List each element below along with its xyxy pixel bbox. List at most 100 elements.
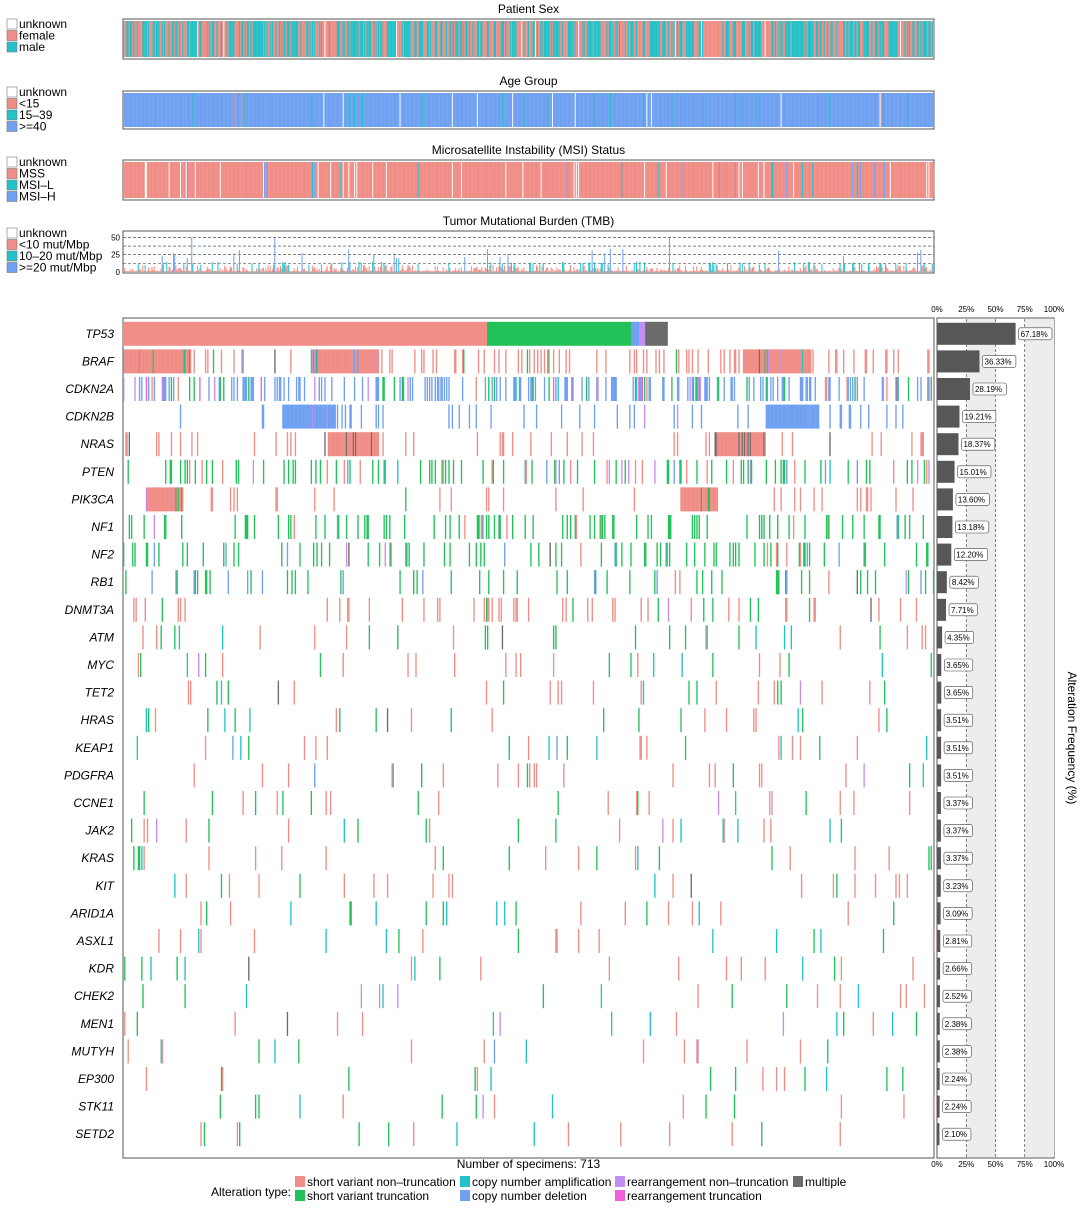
- freq-label: 2.38%: [945, 1020, 968, 1029]
- oncoprint-cell: [206, 570, 208, 595]
- oncoprint-cell: [880, 432, 882, 457]
- track-cell: [134, 162, 136, 198]
- freq-bar: [937, 543, 952, 566]
- track-cell: [770, 21, 772, 57]
- oncoprint-cell: [706, 515, 708, 539]
- track-cell: [717, 162, 720, 198]
- track-cell: [883, 21, 886, 57]
- oncoprint-cell: [635, 349, 638, 374]
- oncoprint-cell: [235, 459, 237, 484]
- track-cell: [657, 93, 659, 127]
- oncoprint-cell: [499, 377, 501, 401]
- track-cell: [679, 162, 681, 198]
- tmb-bar: [856, 271, 858, 272]
- track-cell: [705, 21, 707, 57]
- track-cell: [748, 162, 750, 198]
- tmb-bar: [555, 271, 557, 272]
- track-cell: [192, 93, 194, 127]
- track-cell: [782, 93, 785, 127]
- freq-label: 13.60%: [958, 495, 985, 504]
- track-cell: [422, 21, 424, 57]
- tmb-bar: [608, 267, 610, 272]
- track-cell: [877, 162, 879, 198]
- track-cell: [723, 21, 725, 57]
- track-cell: [171, 21, 174, 57]
- tmb-bar: [640, 270, 642, 272]
- oncoprint-cell: [517, 818, 520, 843]
- tmb-bar: [225, 267, 227, 272]
- track-cell: [408, 21, 410, 57]
- track-cell: [200, 93, 202, 127]
- tmb-bar: [805, 265, 807, 272]
- track-cell: [928, 21, 930, 57]
- track-cell: [862, 162, 864, 198]
- track-cell: [290, 162, 292, 198]
- track-cell: [430, 93, 432, 127]
- track-cell: [340, 21, 342, 57]
- oncoprint-cell: [521, 349, 523, 374]
- tmb-bar: [488, 269, 490, 272]
- track-cell: [241, 93, 243, 127]
- track-cell: [129, 93, 132, 127]
- tmb-bar: [744, 266, 746, 272]
- tmb-bar: [314, 266, 316, 272]
- track-cell: [841, 21, 844, 57]
- track-cell: [510, 162, 513, 198]
- track-cell: [388, 93, 390, 127]
- oncoprint-cell: [493, 349, 496, 374]
- track-cell: [363, 162, 365, 198]
- oncoprint-cell: [540, 349, 542, 374]
- oncoprint-cell: [758, 349, 761, 374]
- track-cell: [872, 162, 874, 198]
- oncoprint-cell: [546, 459, 548, 484]
- freq-label: 2.38%: [945, 1047, 968, 1056]
- oncoprint-cell: [715, 487, 717, 512]
- oncoprint-cell: [854, 377, 856, 401]
- tmb-bar: [399, 271, 401, 272]
- oncoprint-cell: [843, 349, 845, 374]
- oncoprint-cell: [366, 432, 368, 457]
- track-cell: [534, 93, 537, 127]
- oncoprint-cell: [792, 349, 795, 374]
- oncoprint-cell: [383, 377, 385, 401]
- track-cell: [125, 21, 127, 57]
- freq-band: [966, 319, 996, 1157]
- tmb-bar: [477, 270, 479, 272]
- oncoprint-cell: [668, 542, 671, 567]
- freq-tick-top: 0%: [931, 305, 943, 314]
- oncoprint-cell: [691, 404, 694, 429]
- oncoprint-cell: [294, 432, 297, 457]
- track-cell: [286, 162, 289, 198]
- tmb-bar: [198, 270, 200, 272]
- tmb-bar: [402, 268, 404, 272]
- track-cell: [316, 21, 318, 57]
- track-cell: [741, 93, 744, 127]
- track-cell: [159, 21, 161, 57]
- oncoprint-cell: [165, 487, 167, 512]
- oncoprint-cell: [805, 404, 807, 429]
- track-cell: [191, 93, 193, 127]
- tmb-bar: [422, 270, 424, 272]
- oncoprint-cell: [356, 432, 358, 457]
- track-cell: [828, 93, 830, 127]
- gene-label: MEN1: [81, 1017, 114, 1031]
- track-cell: [904, 93, 906, 127]
- track-cell: [720, 93, 722, 127]
- track-cell: [160, 21, 162, 57]
- track-cell: [320, 21, 323, 57]
- track-cell: [672, 162, 674, 198]
- oncoprint-cell: [788, 515, 790, 539]
- track-cell: [641, 21, 643, 57]
- oncoprint-cell: [606, 570, 608, 595]
- track-cell: [891, 162, 894, 198]
- track-cell: [570, 21, 572, 57]
- track-cell: [310, 21, 312, 57]
- track-cell: [805, 21, 807, 57]
- oncoprint-cell: [278, 377, 281, 401]
- track-cell: [161, 93, 163, 127]
- oncoprint-cell: [777, 377, 779, 401]
- track-cell: [402, 21, 405, 57]
- track-cell: [829, 93, 831, 127]
- track-cell: [300, 21, 302, 57]
- oncoprint-cell: [564, 377, 566, 401]
